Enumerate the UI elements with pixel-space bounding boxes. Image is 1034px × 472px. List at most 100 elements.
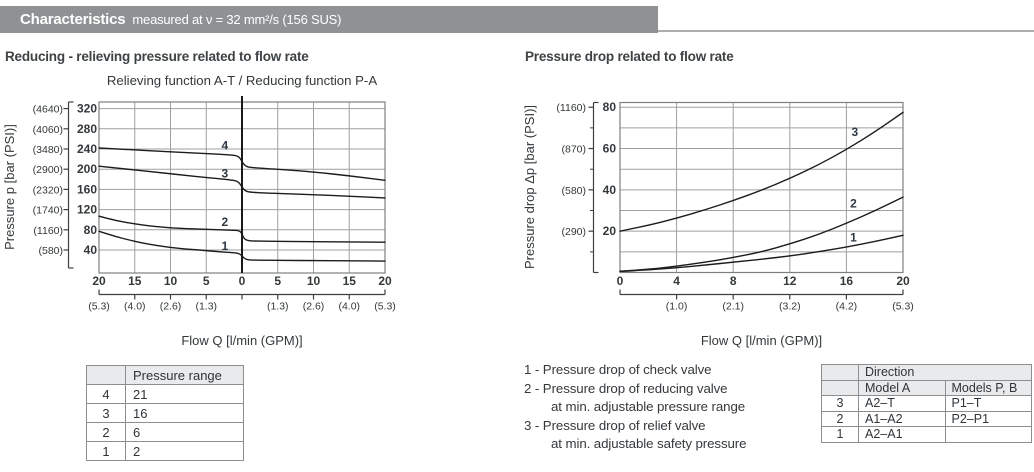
curve-1 <box>98 230 386 262</box>
curve-3 <box>98 165 386 199</box>
header-cell-models-p-b: Models P, B <box>944 379 1032 396</box>
header-cell-empty <box>86 365 126 385</box>
y-tick-label: 80 <box>84 223 98 237</box>
y-tick-label: 120 <box>77 203 97 217</box>
curve-3 <box>619 111 904 232</box>
x-tick-label: 16 <box>840 274 854 288</box>
curve-number-cell: 1 <box>86 441 126 461</box>
y-tick-psi-label: (1740) <box>33 205 63 217</box>
legend-line-1: 1 - Pressure drop of check valve <box>524 362 712 377</box>
x-tick-label: 15 <box>343 274 357 288</box>
table-row: 4 21 <box>86 384 244 404</box>
models-p-b-direction-cell: P2–P1 <box>944 410 1032 427</box>
section-title-pressure-drop: Pressure drop related to flow rate <box>525 49 734 64</box>
x-tick-gpm-label: (2.6) <box>303 301 325 313</box>
curve-label-3: 3 <box>221 167 228 181</box>
x-tick-gpm-label: (1.3) <box>195 301 217 313</box>
y-tick-label: 200 <box>77 162 97 176</box>
table-header-row: Pressure range <box>86 365 244 385</box>
y-tick-label: 240 <box>77 142 97 156</box>
curve-number-cell: 2 <box>821 410 859 427</box>
curve-number-cell: 3 <box>86 403 126 423</box>
curve-2 <box>619 196 904 272</box>
pressure-range-table: Pressure range 4 21 3 16 2 6 1 2 <box>86 365 244 461</box>
y-tick-label: 60 <box>603 142 617 156</box>
legend-line-3: 3 - Pressure drop of relief valve <box>524 417 706 433</box>
x-tick-label: 10 <box>307 274 321 288</box>
x-tick-gpm-label: (3.2) <box>779 301 801 313</box>
x-tick-label: 12 <box>783 274 797 288</box>
chart-title: Relieving function A-T / Reducing functi… <box>107 73 377 88</box>
x-tick-gpm-label: (5.3) <box>892 301 914 313</box>
y-tick-psi-label: (3480) <box>33 144 63 156</box>
x-tick-label: 10 <box>164 274 178 288</box>
pressure-range-value-cell: 2 <box>125 441 244 461</box>
x-tick-gpm-label: (1.0) <box>666 301 688 313</box>
pressure-range-value-cell: 6 <box>125 422 244 442</box>
reducing-relieving-chart: 40 (580) 80 (1160) 120 (1740) 160 (2320) 200 (290… <box>0 68 505 369</box>
legend-line-2: 2 - Pressure drop of reducing valve <box>524 380 728 396</box>
x-tick-gpm-label: (2.1) <box>722 301 744 313</box>
x-axis-title: Flow Q [l/min (GPM)] <box>181 333 302 348</box>
table-row: 2 A1–A2 P2–P1 <box>821 410 1032 427</box>
header-cell-model-a: Model A <box>858 379 946 396</box>
y-axis-title: Pressure drop Δp [bar (PSI)] <box>522 105 537 269</box>
curve-number-cell: 3 <box>821 395 859 412</box>
x-tick-label: 20 <box>896 274 910 288</box>
x-tick-label: 20 <box>92 274 106 288</box>
header-cell-empty <box>821 364 859 381</box>
y-tick-psi-label: (2320) <box>33 184 63 196</box>
models-p-b-direction-cell <box>944 426 1032 443</box>
table-subheader-row: Model A Models P, B <box>821 379 1032 396</box>
curve-number-cell: 1 <box>821 426 859 443</box>
x-tick-label: 20 <box>378 274 392 288</box>
curve-legend: 1 - Pressure drop of check valve 2 - Pres… <box>524 361 747 454</box>
x-tick-label: 4 <box>673 274 680 288</box>
x-tick-gpm-label: (2.6) <box>160 301 182 313</box>
x-tick-label: 5 <box>274 274 281 288</box>
y-tick-label: 40 <box>84 243 98 257</box>
x-tick-label: 15 <box>128 274 142 288</box>
model-a-direction-cell: A1–A2 <box>858 410 946 427</box>
y-tick-psi-label: (2900) <box>33 164 63 176</box>
x-tick-gpm-label: (5.3) <box>374 301 396 313</box>
x-axis-title: Flow Q [l/min (GPM)] <box>701 333 822 348</box>
curve-number-cell: 2 <box>86 422 126 442</box>
curve-number-cell: 4 <box>86 384 126 404</box>
y-tick-psi-label: (4640) <box>33 104 63 116</box>
header-cell-empty <box>821 379 859 396</box>
model-a-direction-cell: A2–T <box>858 395 946 412</box>
y-tick-psi-label: (580) <box>38 245 63 257</box>
x-tick-label: 0 <box>617 274 624 288</box>
y-tick-psi-label: (1160) <box>33 225 63 237</box>
header-cell-direction: Direction <box>858 364 1032 381</box>
x-tick-gpm-label: (1.3) <box>267 301 289 313</box>
curve-label-2: 2 <box>850 196 857 210</box>
y-tick-psi-label: (1160) <box>556 102 586 114</box>
x-tick-label: 0 <box>239 274 246 288</box>
legend-line-2-cont: at min. adjustable pressure range <box>551 399 746 415</box>
curve-4 <box>98 147 386 182</box>
plot-border <box>619 101 904 274</box>
header-title: Characteristics <box>20 11 126 28</box>
x-tick-gpm-label: (4.2) <box>836 301 858 313</box>
y-tick-psi-label: (870) <box>561 144 586 156</box>
curve-2 <box>98 215 386 243</box>
y-tick-psi-label: (4060) <box>33 124 63 136</box>
header-subtitle: measured at ν = 32 mm²/s (156 SUS) <box>132 12 342 27</box>
pressure-range-value-cell: 16 <box>125 403 244 423</box>
table-group-header-row: Direction <box>821 364 1032 381</box>
model-a-direction-cell: A2–A1 <box>858 426 946 443</box>
header-bar: Characteristics measured at ν = 32 mm²/s … <box>0 6 658 33</box>
x-tick-gpm-label: (4.0) <box>124 301 146 313</box>
direction-table: Direction Model A Models P, B 3 A2–T P1–T 2 A1–… <box>821 364 1032 443</box>
curve-1 <box>619 234 904 273</box>
y-axis-title: Pressure p [bar (PSI)] <box>2 124 17 250</box>
header-rule <box>658 30 1034 32</box>
x-tick-gpm-label: (4.0) <box>338 301 360 313</box>
y-tick-label: 280 <box>77 122 97 136</box>
x-tick-label: 5 <box>203 274 210 288</box>
y-tick-psi-label: (290) <box>561 226 586 238</box>
